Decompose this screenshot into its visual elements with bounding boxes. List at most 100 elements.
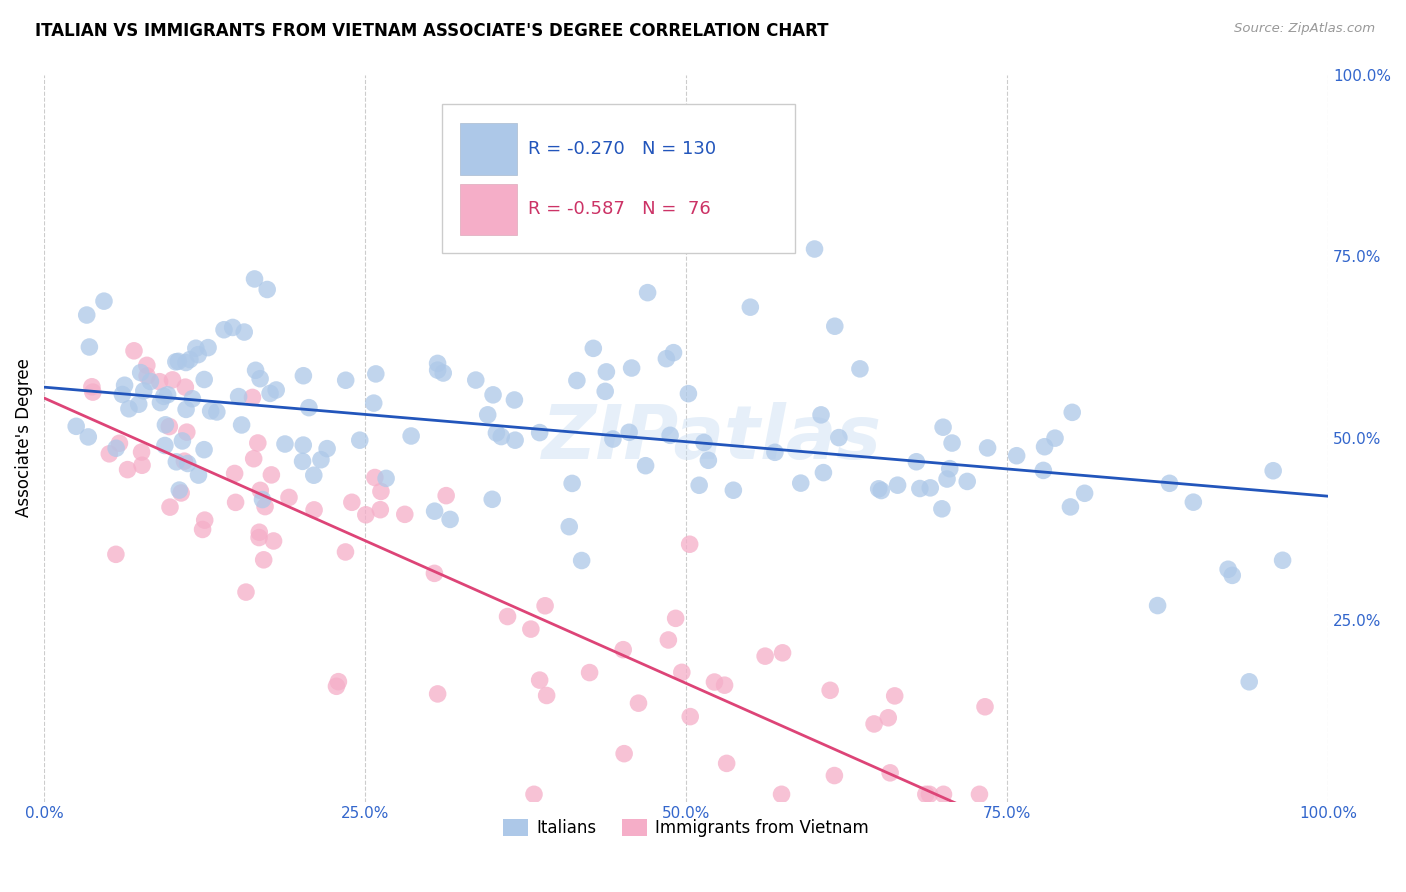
Point bbox=[298, 401, 321, 415]
Point bbox=[613, 747, 636, 761]
Point bbox=[364, 367, 387, 381]
Point bbox=[105, 441, 128, 455]
Point bbox=[235, 585, 257, 599]
Point bbox=[655, 351, 678, 366]
Point bbox=[264, 383, 287, 397]
Point bbox=[485, 425, 508, 440]
Point bbox=[363, 396, 385, 410]
Point bbox=[228, 390, 250, 404]
Point bbox=[242, 391, 264, 405]
Text: R = -0.270   N = 130: R = -0.270 N = 130 bbox=[529, 140, 716, 158]
Point bbox=[520, 126, 543, 140]
Point bbox=[117, 462, 139, 476]
Point bbox=[938, 461, 960, 475]
FancyBboxPatch shape bbox=[441, 103, 796, 252]
Point bbox=[118, 401, 141, 416]
Point bbox=[423, 504, 446, 518]
Point bbox=[693, 435, 716, 450]
Point bbox=[657, 632, 679, 647]
Point bbox=[1033, 440, 1056, 454]
Point bbox=[920, 481, 942, 495]
Point bbox=[423, 566, 446, 581]
Point bbox=[302, 503, 325, 517]
Point bbox=[529, 425, 551, 440]
Point bbox=[98, 447, 121, 461]
Point bbox=[65, 419, 87, 434]
Point bbox=[254, 500, 277, 514]
FancyBboxPatch shape bbox=[460, 123, 516, 175]
Point bbox=[828, 431, 851, 445]
Point bbox=[335, 373, 357, 387]
Point bbox=[974, 699, 997, 714]
Point bbox=[349, 433, 371, 447]
Point bbox=[617, 425, 640, 440]
Y-axis label: Associate's Degree: Associate's Degree bbox=[15, 359, 32, 517]
Point bbox=[936, 472, 959, 486]
Point bbox=[184, 341, 207, 355]
Point bbox=[1271, 553, 1294, 567]
Point bbox=[108, 436, 131, 450]
Point bbox=[868, 482, 890, 496]
Point bbox=[612, 642, 634, 657]
Point bbox=[79, 340, 101, 354]
Point bbox=[558, 519, 581, 533]
Point bbox=[886, 478, 908, 492]
Point bbox=[274, 437, 297, 451]
Point bbox=[309, 452, 332, 467]
Point bbox=[155, 417, 177, 432]
Point bbox=[224, 467, 246, 481]
Point bbox=[253, 553, 276, 567]
Point bbox=[354, 508, 377, 522]
Point bbox=[956, 475, 979, 489]
Point bbox=[659, 428, 682, 442]
Point bbox=[754, 649, 776, 664]
Point bbox=[176, 457, 198, 471]
Point bbox=[364, 470, 387, 484]
Point bbox=[259, 386, 281, 401]
Point bbox=[375, 471, 398, 485]
Point bbox=[135, 359, 157, 373]
Point bbox=[697, 453, 720, 467]
Point bbox=[932, 787, 955, 801]
Point bbox=[426, 687, 449, 701]
Point bbox=[131, 445, 153, 459]
Point bbox=[662, 345, 685, 359]
Point bbox=[187, 348, 209, 362]
Point bbox=[561, 476, 583, 491]
Point bbox=[249, 372, 271, 386]
Point bbox=[620, 361, 643, 376]
Point bbox=[1073, 486, 1095, 500]
Legend: Italians, Immigrants from Vietnam: Italians, Immigrants from Vietnam bbox=[496, 813, 876, 844]
Point bbox=[129, 366, 152, 380]
Point bbox=[132, 384, 155, 398]
Point bbox=[426, 363, 449, 377]
Point bbox=[905, 455, 928, 469]
Point bbox=[578, 665, 600, 680]
Point bbox=[918, 787, 941, 801]
Point bbox=[80, 380, 103, 394]
Point bbox=[1182, 495, 1205, 509]
Point bbox=[205, 405, 228, 419]
Point bbox=[565, 374, 588, 388]
Point bbox=[394, 508, 416, 522]
Point bbox=[482, 388, 505, 402]
Point bbox=[243, 272, 266, 286]
Point bbox=[328, 674, 350, 689]
Point bbox=[627, 696, 650, 710]
Point bbox=[595, 365, 617, 379]
Point bbox=[316, 442, 339, 456]
Point bbox=[194, 513, 217, 527]
Point bbox=[1220, 568, 1243, 582]
Point bbox=[193, 442, 215, 457]
Point bbox=[763, 445, 786, 459]
Point bbox=[1146, 599, 1168, 613]
Text: ZIPatlas: ZIPatlas bbox=[541, 401, 882, 475]
Text: ITALIAN VS IMMIGRANTS FROM VIETNAM ASSOCIATE'S DEGREE CORRELATION CHART: ITALIAN VS IMMIGRANTS FROM VIETNAM ASSOC… bbox=[35, 22, 828, 40]
Point bbox=[908, 482, 931, 496]
Point bbox=[174, 402, 197, 417]
Point bbox=[969, 787, 991, 801]
Point bbox=[252, 492, 274, 507]
Point bbox=[503, 433, 526, 447]
Point bbox=[149, 395, 172, 409]
Point bbox=[157, 419, 180, 434]
